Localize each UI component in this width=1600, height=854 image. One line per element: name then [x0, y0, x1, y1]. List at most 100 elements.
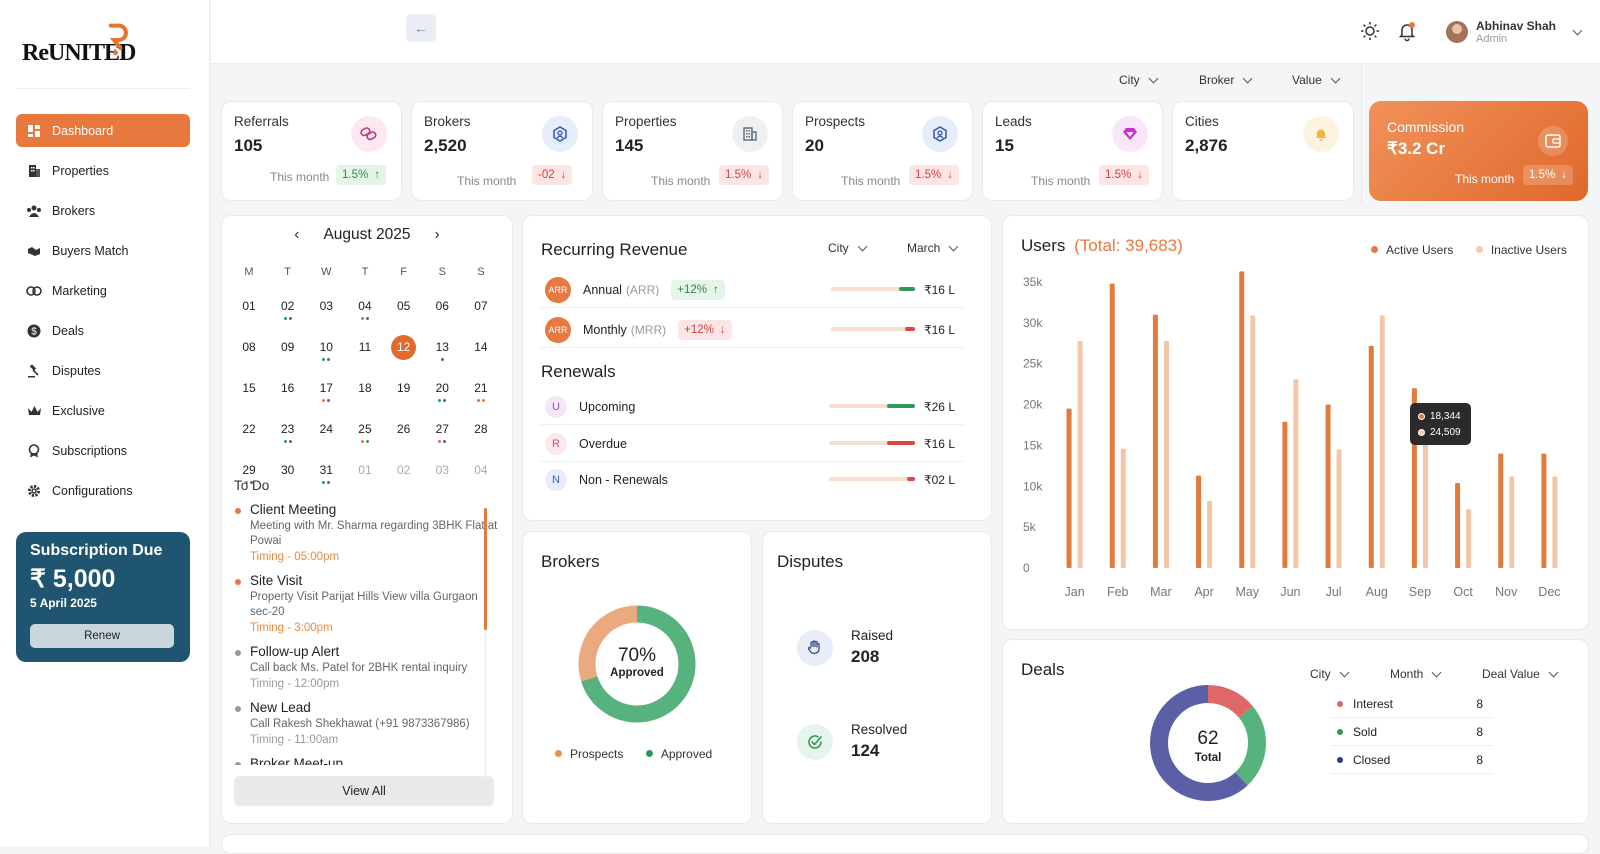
bar-active-apr[interactable]: [1196, 475, 1202, 568]
todo-item[interactable]: Client Meeting Meeting with Mr. Sharma r…: [234, 502, 499, 563]
calendar-day[interactable]: 31: [311, 458, 341, 484]
calendar-day[interactable]: 16: [280, 381, 295, 395]
bar-active-jan[interactable]: [1066, 408, 1072, 568]
bar-inactive-jan[interactable]: [1077, 340, 1083, 568]
sidebar-item-brokers[interactable]: Brokers: [16, 194, 190, 227]
calendar-day[interactable]: 10: [311, 335, 341, 361]
bar-inactive-dec[interactable]: [1552, 476, 1558, 568]
sidebar-item-dashboard[interactable]: Dashboard: [16, 114, 190, 147]
stat-card-brokers[interactable]: Brokers 2,520 This month -02 ↓: [411, 101, 593, 201]
renewal-row-non-renewals[interactable]: N Non - Renewals ₹02 L: [541, 462, 963, 498]
renew-button[interactable]: Renew: [30, 624, 174, 648]
calendar-day[interactable]: 25: [350, 417, 380, 443]
calendar-day[interactable]: 23: [273, 417, 303, 443]
calendar-day[interactable]: 13: [427, 335, 457, 361]
calendar-day[interactable]: 03: [319, 299, 333, 313]
revenue-row-annual[interactable]: ARR Annual (ARR) +12% ↑ ₹16 L: [541, 272, 963, 308]
sidebar-item-marketing[interactable]: Marketing: [16, 274, 190, 307]
calendar-day-next-month[interactable]: 02: [396, 463, 411, 477]
calendar-day-next-month[interactable]: 03: [435, 463, 449, 477]
calendar-day[interactable]: 15: [242, 381, 256, 395]
calendar-day[interactable]: 21: [466, 376, 496, 402]
calendar-day[interactable]: 04: [350, 294, 380, 320]
bar-inactive-mar[interactable]: [1163, 340, 1169, 568]
bar-active-feb[interactable]: [1109, 283, 1115, 568]
calendar-prev-chevron-icon[interactable]: ‹: [294, 226, 300, 243]
bar-inactive-jul[interactable]: [1336, 449, 1342, 568]
sidebar-item-subscriptions[interactable]: Subscriptions: [16, 434, 190, 467]
sidebar-item-properties[interactable]: Properties: [16, 154, 190, 187]
bar-inactive-apr[interactable]: [1207, 500, 1213, 568]
calendar-day[interactable]: 28: [474, 422, 488, 436]
calendar-day[interactable]: 11: [358, 340, 372, 354]
user-menu[interactable]: Abhinav Shah Admin: [1446, 17, 1583, 47]
bar-inactive-sep[interactable]: [1422, 418, 1428, 568]
calendar-day[interactable]: 01: [242, 299, 256, 313]
stat-card-properties[interactable]: Properties 145 This month 1.5% ↓: [602, 101, 783, 201]
deals-month-filter[interactable]: Month: [1390, 664, 1442, 684]
renewal-row-upcoming[interactable]: U Upcoming ₹26 L: [541, 389, 963, 425]
stat-card-referrals[interactable]: Referrals 105 This month 1.5% ↑: [221, 101, 402, 201]
revenue-row-monthly[interactable]: ARR Monthly (MRR) +12% ↓ ₹16 L: [541, 312, 963, 348]
city-filter[interactable]: City: [1119, 70, 1159, 90]
bar-inactive-jun[interactable]: [1293, 379, 1299, 568]
calendar-day[interactable]: 02: [273, 294, 303, 320]
bell-icon[interactable]: [1396, 20, 1418, 42]
stat-card-leads[interactable]: Leads 15 This month 1.5% ↓: [982, 101, 1163, 201]
calendar-day[interactable]: 06: [435, 299, 449, 313]
bar-active-mar[interactable]: [1152, 314, 1158, 568]
todo-item[interactable]: Follow-up Alert Call back Ms. Patel for …: [234, 644, 499, 690]
bar-active-jul[interactable]: [1325, 404, 1331, 568]
bar-active-jun[interactable]: [1282, 421, 1288, 568]
bar-inactive-feb[interactable]: [1120, 448, 1126, 568]
deals-value-filter[interactable]: Deal Value: [1482, 664, 1559, 684]
calendar-day[interactable]: 14: [474, 340, 488, 354]
bar-inactive-may[interactable]: [1250, 315, 1256, 568]
bar-active-may[interactable]: [1239, 271, 1245, 568]
calendar-day[interactable]: 18: [358, 381, 372, 395]
calendar-day[interactable]: 19: [396, 381, 411, 395]
sidebar-item-buyers-match[interactable]: Buyers Match: [16, 234, 190, 267]
todo-item[interactable]: Site Visit Property Visit Parijat Hills …: [234, 573, 499, 634]
bar-active-oct[interactable]: [1455, 483, 1461, 568]
todo-item[interactable]: Broker Meet-up: [234, 756, 499, 765]
broker-filter[interactable]: Broker: [1199, 70, 1253, 90]
rr-month-filter[interactable]: March: [907, 238, 959, 258]
calendar-day[interactable]: 05: [396, 299, 411, 313]
bar-active-aug[interactable]: [1368, 345, 1374, 568]
bar-inactive-aug[interactable]: [1379, 315, 1385, 568]
bar-inactive-oct[interactable]: [1466, 509, 1472, 568]
commission-card[interactable]: Commission ₹3.2 Cr This month 1.5% ↓: [1369, 101, 1588, 201]
sidebar-item-disputes[interactable]: Disputes: [16, 354, 190, 387]
calendar-day[interactable]: 08: [242, 340, 256, 354]
calendar-day[interactable]: 24: [319, 422, 333, 436]
sidebar-item-configurations[interactable]: Configurations: [16, 474, 190, 507]
bar-active-dec[interactable]: [1541, 453, 1547, 568]
calendar-day[interactable]: 17: [311, 376, 341, 402]
value-filter[interactable]: Value: [1292, 70, 1341, 90]
theme-sun-icon[interactable]: [1359, 20, 1381, 42]
calendar-day[interactable]: 09: [280, 340, 295, 354]
rr-city-filter[interactable]: City: [828, 238, 868, 258]
calendar-day[interactable]: 20: [427, 376, 457, 402]
calendar-day[interactable]: 07: [474, 299, 488, 313]
brand-logo[interactable]: ReUNITED: [20, 18, 140, 68]
deals-city-filter[interactable]: City: [1310, 664, 1350, 684]
bar-active-nov[interactable]: [1498, 453, 1504, 568]
sidebar-item-exclusive[interactable]: Exclusive: [16, 394, 190, 427]
calendar-day-selected[interactable]: 12: [391, 335, 417, 360]
bar-inactive-nov[interactable]: [1509, 476, 1515, 568]
calendar-day[interactable]: 30: [280, 463, 295, 477]
todo-scrollbar[interactable]: [484, 508, 487, 778]
calendar-next-chevron-icon[interactable]: ›: [434, 226, 440, 243]
renewal-row-overdue[interactable]: R Overdue ₹16 L: [541, 426, 963, 462]
stat-card-cities[interactable]: Cities 2,876: [1172, 101, 1354, 201]
calendar-day-next-month[interactable]: 04: [474, 463, 488, 477]
calendar-day[interactable]: 26: [396, 422, 411, 436]
sidebar-item-deals[interactable]: $ Deals: [16, 314, 190, 347]
calendar-day[interactable]: 22: [242, 422, 256, 436]
scrollbar-thumb[interactable]: [484, 508, 487, 630]
stat-card-prospects[interactable]: Prospects 20 This month 1.5% ↓: [792, 101, 973, 201]
calendar-day[interactable]: 29: [234, 458, 264, 484]
collapse-sidebar-button[interactable]: ←: [406, 14, 436, 42]
